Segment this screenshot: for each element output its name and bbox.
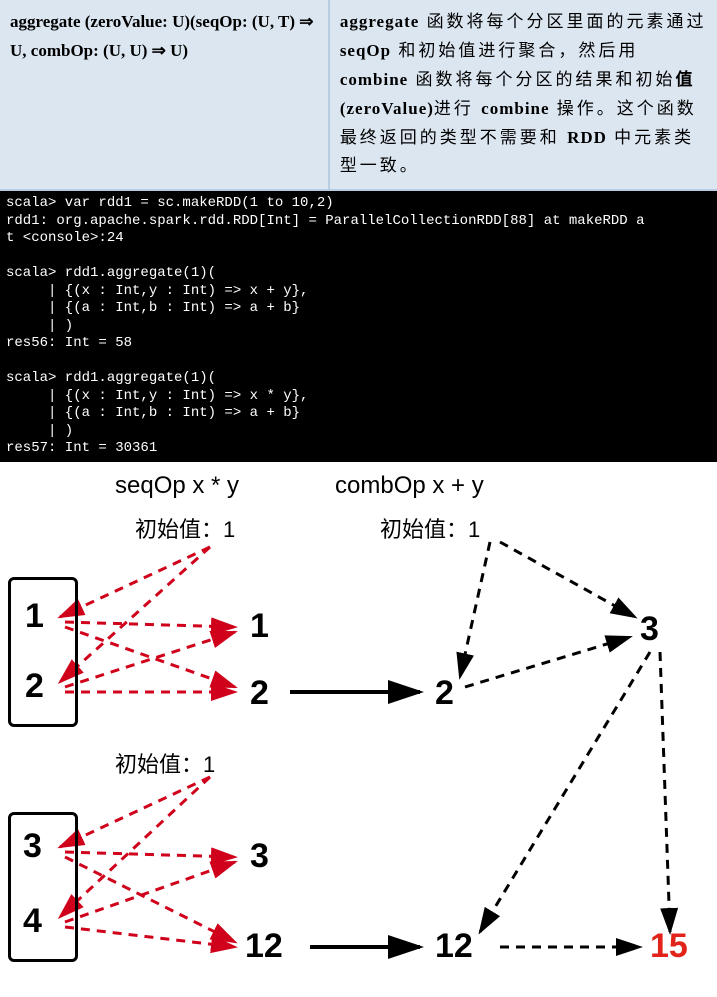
comb-val-3: 3 — [640, 610, 659, 649]
signature-cell: aggregate (zeroValue: U)(seqOp: (U, T) ⇒… — [0, 0, 330, 189]
desc-b6: RDD — [567, 128, 607, 147]
aggregate-diagram: seqOp x * y combOp x + y 初始值：1 初始值：1 初始值… — [0, 462, 717, 997]
p2-val-3: 3 — [23, 827, 42, 866]
desc-t3: 函数将每个分区的结果和初始 — [408, 70, 675, 89]
signature-text: aggregate (zeroValue: U)(seqOp: (U, T) ⇒… — [10, 12, 314, 60]
desc-b3: combine — [340, 70, 408, 89]
combop-header: combOp x + y — [335, 472, 484, 500]
init-label-1: 初始值：1 — [135, 512, 235, 544]
p1-val-1: 1 — [25, 597, 44, 636]
mid-val-3: 3 — [250, 837, 269, 876]
desc-t4: 进行 — [434, 99, 481, 118]
mid-val-1: 1 — [250, 607, 269, 646]
diagram-arrows — [0, 462, 717, 997]
desc-t2: 和初始值进行聚合，然后用 — [391, 41, 638, 60]
definition-table: aggregate (zeroValue: U)(seqOp: (U, T) ⇒… — [0, 0, 717, 191]
partition-box-2 — [8, 812, 78, 962]
p2-val-4: 4 — [23, 902, 42, 941]
desc-b1: aggregate — [340, 12, 420, 31]
mid-val-12: 12 — [245, 927, 283, 966]
desc-b5: combine — [481, 99, 549, 118]
final-val-15: 15 — [650, 927, 688, 966]
comb-val-2: 2 — [435, 674, 454, 713]
p1-val-2: 2 — [25, 667, 44, 706]
comb-val-12: 12 — [435, 927, 473, 966]
mid-val-2: 2 — [250, 674, 269, 713]
desc-t1: 函数将每个分区里面的元素通过 — [419, 12, 706, 31]
init-label-2: 初始值：1 — [380, 512, 480, 544]
description-cell: aggregate 函数将每个分区里面的元素通过 seqOp 和初始值进行聚合，… — [330, 0, 717, 189]
init-label-3: 初始值：1 — [115, 747, 215, 779]
scala-console: scala> var rdd1 = sc.makeRDD(1 to 10,2) … — [0, 191, 717, 462]
seqop-header: seqOp x * y — [115, 472, 239, 500]
desc-b2: seqOp — [340, 41, 391, 60]
